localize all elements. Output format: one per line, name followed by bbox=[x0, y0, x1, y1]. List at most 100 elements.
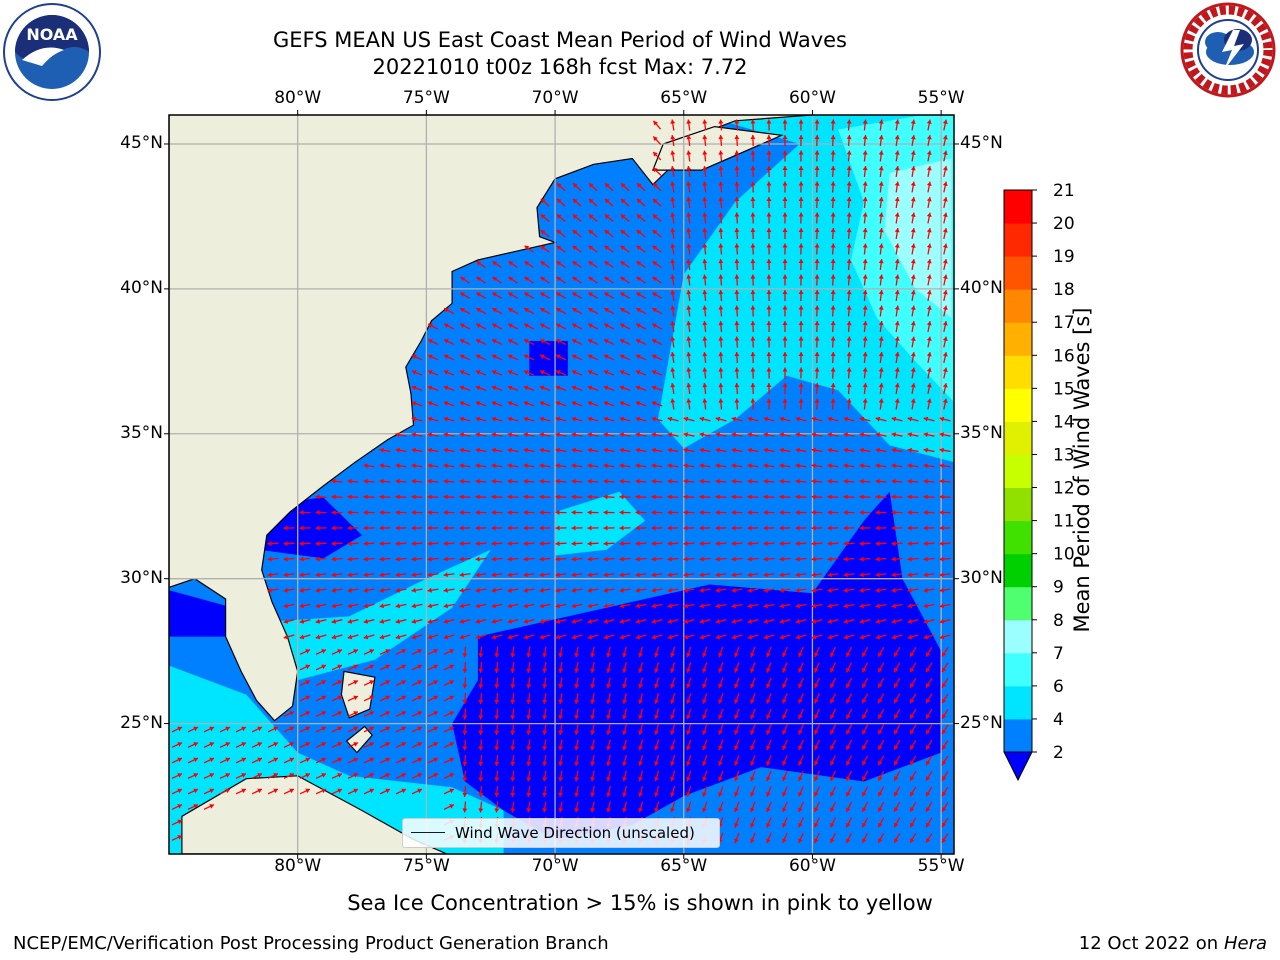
arrow-252 bbox=[718, 274, 724, 286]
arrow-573 bbox=[507, 432, 519, 438]
arrow-16 bbox=[910, 119, 916, 131]
arrow-168 bbox=[782, 227, 788, 240]
arrow-1368 bbox=[622, 724, 628, 735]
arrow-226 bbox=[798, 258, 804, 271]
arrow-1319 bbox=[622, 708, 628, 720]
arrow-1135 bbox=[315, 649, 327, 655]
arrow-867 bbox=[763, 541, 775, 547]
arrow-18 bbox=[942, 119, 948, 131]
arrow-952 bbox=[747, 572, 759, 578]
arrow-145 bbox=[830, 212, 836, 224]
arrow-929 bbox=[379, 572, 391, 578]
arrow-719 bbox=[411, 494, 423, 500]
arrow-992 bbox=[699, 587, 711, 593]
arrow-215 bbox=[620, 260, 630, 269]
arrow-180 bbox=[540, 245, 550, 253]
arrow-63 bbox=[750, 165, 756, 178]
lon-label-top-0: 80°W bbox=[274, 88, 322, 108]
arrow-118 bbox=[814, 196, 820, 209]
arrow-66 bbox=[798, 165, 804, 178]
arrow-1530 bbox=[861, 770, 869, 782]
arrow-1531 bbox=[877, 770, 885, 782]
arrow-886 bbox=[379, 556, 391, 562]
arrow-1643 bbox=[814, 817, 820, 828]
arrow-1544 bbox=[299, 788, 311, 795]
arrow-848 bbox=[459, 541, 471, 547]
arrow-851 bbox=[507, 541, 519, 547]
arrow-1223 bbox=[411, 680, 423, 686]
arrow-819 bbox=[683, 525, 695, 531]
arrow-1250 bbox=[845, 677, 853, 689]
arrow-301 bbox=[491, 307, 503, 315]
arrow-710 bbox=[907, 478, 919, 484]
arrow-299 bbox=[459, 307, 471, 315]
arrow-1056 bbox=[379, 618, 391, 624]
arrow-188 bbox=[670, 243, 676, 255]
arrow-374 bbox=[603, 338, 615, 346]
arrow-110 bbox=[686, 196, 692, 209]
arrow-1023 bbox=[523, 603, 535, 609]
arrow-1611 bbox=[829, 801, 837, 813]
arrow-835 bbox=[939, 525, 951, 531]
arrow-289 bbox=[814, 289, 820, 302]
arrow-591 bbox=[795, 432, 807, 438]
arrow-787 bbox=[843, 509, 855, 515]
chart-title: GEFS MEAN US East Coast Mean Period of W… bbox=[273, 28, 847, 52]
arrow-831 bbox=[875, 525, 887, 531]
arrow-1149 bbox=[542, 646, 548, 658]
arrow-915 bbox=[843, 556, 855, 562]
lon-label-top-5: 55°W bbox=[917, 88, 965, 108]
arrow-442 bbox=[603, 370, 615, 376]
arrow-605 bbox=[443, 447, 455, 453]
arrow-609 bbox=[507, 447, 519, 453]
arrow-1216 bbox=[299, 680, 311, 686]
arrow-413 bbox=[686, 351, 692, 364]
arrow-1218 bbox=[331, 680, 343, 686]
arrow-297 bbox=[942, 289, 948, 302]
arrow-1050 bbox=[283, 618, 295, 624]
arrow-903 bbox=[651, 556, 663, 562]
arrow-444 bbox=[635, 370, 647, 376]
arrow-280 bbox=[670, 289, 676, 302]
arrow-1638 bbox=[734, 817, 740, 828]
arrow-81 bbox=[636, 182, 646, 192]
arrow-834 bbox=[923, 525, 935, 531]
arrow-753 bbox=[299, 509, 311, 515]
region-period-4-6-mid bbox=[555, 491, 646, 556]
arrow-162 bbox=[686, 227, 692, 240]
arrow-1489 bbox=[203, 773, 215, 779]
arrow-316 bbox=[734, 305, 740, 317]
arrow-691 bbox=[603, 478, 615, 484]
arrow-653 bbox=[619, 463, 631, 469]
arrow-1142 bbox=[427, 649, 439, 655]
arrow-569 bbox=[443, 432, 455, 438]
arrow-478 bbox=[635, 385, 647, 392]
arrow-1404 bbox=[411, 742, 423, 748]
arrow-283 bbox=[718, 289, 724, 302]
arrow-721 bbox=[443, 494, 455, 500]
arrow-1352 bbox=[363, 726, 375, 733]
arrow-31 bbox=[846, 134, 852, 147]
arrow-307 bbox=[587, 307, 599, 315]
arrow-1430 bbox=[829, 739, 837, 751]
arrow-263 bbox=[894, 274, 900, 286]
arrow-1408 bbox=[478, 739, 484, 751]
arrow-772 bbox=[603, 509, 615, 515]
arrow-1410 bbox=[510, 739, 516, 751]
arrow-1066 bbox=[539, 618, 551, 624]
arrow-1064 bbox=[507, 618, 519, 624]
arrow-890 bbox=[443, 556, 455, 562]
arrow-383 bbox=[750, 336, 756, 348]
arrow-565 bbox=[939, 416, 951, 422]
arrow-1646 bbox=[861, 817, 869, 828]
arrow-425 bbox=[878, 351, 884, 364]
arrow-288 bbox=[798, 289, 804, 302]
arrow-853 bbox=[539, 541, 551, 547]
arrow-6 bbox=[750, 119, 756, 131]
arrow-331 bbox=[443, 323, 455, 330]
arrow-1080 bbox=[763, 618, 775, 624]
arrow-855 bbox=[571, 541, 583, 547]
arrow-1208 bbox=[829, 662, 837, 673]
arrow-1221 bbox=[379, 680, 391, 686]
arrow-696 bbox=[683, 478, 695, 484]
